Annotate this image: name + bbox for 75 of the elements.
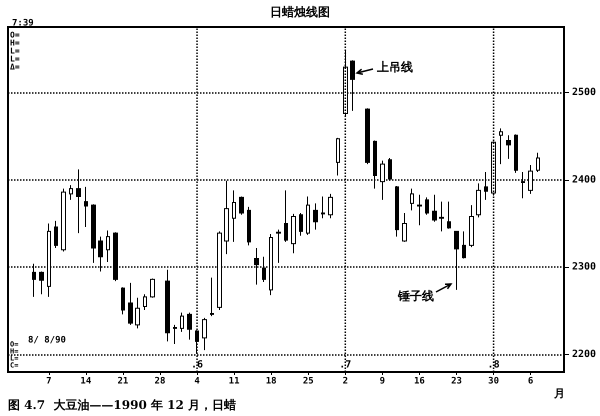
candlestick xyxy=(306,196,310,236)
ref-line-label: .7 xyxy=(339,360,352,370)
x-axis-title: 月 xyxy=(553,387,565,400)
candlestick xyxy=(365,108,370,165)
annotation: 上吊线 xyxy=(376,60,413,74)
x-tick-label: 7 xyxy=(46,376,52,386)
chart-title: 日蜡烛线图 xyxy=(270,5,330,19)
candlestick xyxy=(121,286,125,315)
candlestick xyxy=(462,230,466,259)
x-tick-label: 9 xyxy=(380,376,386,386)
x-tick-label: 23 xyxy=(451,376,462,386)
candlestick xyxy=(180,312,184,332)
x-tick-label: 16 xyxy=(414,376,425,386)
candlestick xyxy=(135,297,140,329)
candlestick xyxy=(410,188,414,211)
candlestick xyxy=(336,137,340,176)
candlestick xyxy=(173,324,177,345)
candlestick xyxy=(128,282,133,326)
x-tick-label: 21 xyxy=(117,376,128,386)
candlestick xyxy=(313,202,318,230)
candlestick xyxy=(247,206,251,246)
ref-line-label: .6 xyxy=(191,360,204,370)
x-tick-label: 30 xyxy=(488,376,499,386)
annotation: 8/ 8/90 xyxy=(28,336,66,346)
candlestick xyxy=(61,188,66,252)
candlestick xyxy=(187,312,192,340)
candlestick xyxy=(232,190,236,242)
x-tick-label: 11 xyxy=(228,376,240,386)
candlestick xyxy=(417,194,422,226)
candlestick xyxy=(84,186,88,228)
candlestick xyxy=(439,201,444,232)
candlestick xyxy=(432,194,437,222)
x-tick-label: 14 xyxy=(80,376,92,386)
x-tick-label: 25 xyxy=(302,376,314,386)
candlestick xyxy=(276,229,281,264)
candlestick xyxy=(143,294,147,310)
x-tick-label: 18 xyxy=(266,376,277,386)
candlestick xyxy=(54,220,58,248)
y-tick-label: 2500 xyxy=(572,87,596,98)
candlestick xyxy=(150,278,155,298)
y-tick-label: 2200 xyxy=(572,349,596,360)
candlestick xyxy=(91,204,96,264)
candlestick xyxy=(536,152,540,172)
x-tick-label: 6 xyxy=(528,376,534,386)
candlestick xyxy=(284,190,288,242)
candlestick xyxy=(165,269,170,342)
candlestick xyxy=(321,196,325,219)
candlestick xyxy=(69,184,73,200)
candlestick xyxy=(506,134,511,160)
candlestick xyxy=(402,212,407,242)
candlestick xyxy=(395,185,399,238)
candlestick xyxy=(425,196,429,216)
candlestick xyxy=(514,134,518,174)
y-tick-label: 2300 xyxy=(572,262,596,273)
candlestick xyxy=(106,230,110,262)
annotation: O= H= L= L= Δ= xyxy=(10,30,20,72)
candlestick xyxy=(299,212,303,236)
ref-line-label: .8 xyxy=(488,360,500,370)
x-tick-label: 2 xyxy=(342,376,348,386)
candlestick xyxy=(210,277,214,317)
x-tick-label: 28 xyxy=(154,376,166,386)
candlestick xyxy=(202,317,207,351)
annotation: 7:39 xyxy=(12,18,34,28)
x-tick-label: 4 xyxy=(194,376,200,386)
candlestick xyxy=(447,201,451,230)
candlestick xyxy=(291,213,296,254)
candlestick xyxy=(239,196,244,216)
caption: 图 4.7 大豆油——1990 年 12 月，日蜡 xyxy=(8,398,236,412)
y-tick-label: 2400 xyxy=(572,174,596,186)
candlestick xyxy=(469,204,474,248)
candlestick xyxy=(39,271,44,295)
candlestick xyxy=(476,182,481,218)
candlestick xyxy=(328,193,333,219)
candlestick xyxy=(499,128,503,165)
annotation: 锤子线 xyxy=(397,289,434,303)
